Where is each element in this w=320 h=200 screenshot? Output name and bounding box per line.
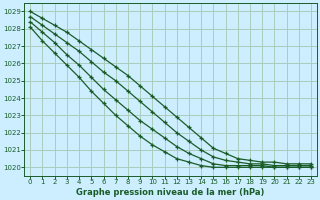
X-axis label: Graphe pression niveau de la mer (hPa): Graphe pression niveau de la mer (hPa): [76, 188, 265, 197]
